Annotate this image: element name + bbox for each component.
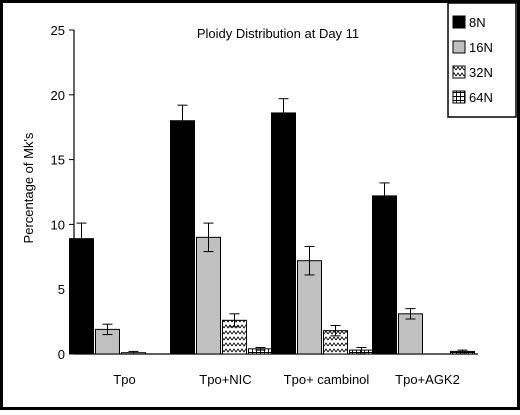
legend-label: 64N [469,90,493,105]
legend-items: 8N 16N 32N 64N [452,15,493,105]
legend-label: 32N [469,65,493,80]
y-axis-label: Percentage of Mk's [21,132,36,243]
legend-label: 16N [469,40,493,55]
y-tick-label: 10 [51,217,65,232]
y-tick-label: 5 [58,282,65,297]
bars-group [69,98,475,355]
legend-swatch-8N [452,15,466,29]
x-tick-label: Tpo+AGK2 [395,372,460,387]
bar-8N [271,112,296,355]
y-tick-label: 0 [58,347,65,362]
y-tick-label: 25 [51,23,65,38]
chart-title: Ploidy Distribution at Day 11 [197,26,359,41]
legend-label: 8N [469,15,486,30]
legend: 8N 16N 32N 64N [447,2,517,118]
bar-8N [372,195,397,355]
x-tick-label: Tpo+ cambinol [284,372,370,387]
bar-8N [170,120,195,355]
x-tick-label: Tpo+NIC [199,372,251,387]
legend-swatch-16N [452,40,466,54]
legend-swatch-64N [452,90,466,104]
bar-16N [297,260,322,355]
x-tick-label: Tpo [113,372,135,387]
y-tick-label: 20 [51,88,65,103]
legend-swatch-32N [452,65,466,79]
bar-16N [196,236,221,355]
y-ticks: 0 5 10 15 20 25 [51,23,74,362]
x-tick-labels: Tpo Tpo+NIC Tpo+ cambinol Tpo+AGK2 [113,372,460,387]
bar-16N [398,313,423,355]
bar-8N [69,238,94,355]
y-tick-label: 15 [51,153,65,168]
